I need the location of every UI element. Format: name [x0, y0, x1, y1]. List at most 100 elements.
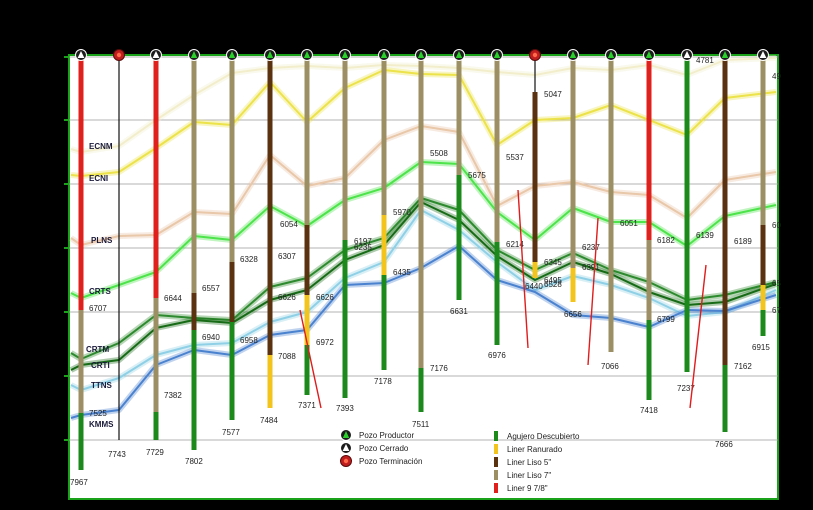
well-depth-label: 6054	[280, 220, 298, 229]
well-6: 6307 7088 7484	[260, 49, 296, 425]
well-depth-label: 6235	[354, 243, 372, 252]
well-depth-label: 6644	[164, 294, 182, 303]
well-depth-label: 6435	[393, 268, 411, 277]
well-depth-label: 65	[772, 279, 781, 288]
legend: Pozo Productor Pozo Cerrado Pozo Terminaci…	[340, 429, 580, 493]
horizon-line-ecni	[70, 69, 777, 177]
well-depth-label: 7802	[185, 457, 203, 466]
well-depth-label: 7577	[222, 428, 240, 437]
well-depth-label: 6328	[240, 255, 258, 264]
well-12: 5537 6214 6976	[488, 49, 524, 360]
well-depth-label: 6189	[734, 237, 752, 246]
well-status-icon	[301, 49, 313, 61]
well-depth-label: 6197	[354, 237, 372, 246]
horizon-line-kmms	[70, 245, 777, 419]
fault-line	[517, 189, 529, 349]
horizon-label-crtm: CRTM	[86, 345, 109, 354]
well-status-icon	[567, 49, 579, 61]
well-depth-label: 7176	[430, 364, 448, 373]
well-depth-label: 7525	[89, 409, 107, 418]
well-depth-label: 7393	[336, 404, 354, 413]
well-depth-label: 7418	[640, 406, 658, 415]
well-depth-label: 6626	[278, 293, 296, 302]
well-depth-label: 5675	[468, 171, 486, 180]
horizon-line-plns	[70, 125, 777, 246]
well-status-icon	[605, 49, 617, 61]
well-2: 7743	[108, 49, 126, 459]
well-depth-label: 6972	[316, 338, 334, 347]
well-depth-label: 7511	[412, 420, 430, 429]
well-5: 6328 6958 7577	[222, 49, 258, 437]
legend-status-label: Pozo Cerrado	[359, 444, 409, 453]
well-status-icon	[719, 49, 731, 61]
well-depth-label: 7967	[70, 478, 88, 487]
well-status-icon	[188, 49, 200, 61]
well-status-icon	[529, 49, 541, 61]
fault-line	[299, 309, 322, 409]
well-depth-label: 7371	[298, 401, 316, 410]
well-status-icon	[75, 49, 87, 61]
well-status-icon	[226, 49, 238, 61]
well-status-icon	[113, 49, 125, 61]
legend-completion-label: Agujero Descubierto	[507, 432, 580, 441]
well-depth-label: 6915	[752, 343, 770, 352]
faults	[299, 189, 707, 409]
well-depth-label: 5508	[430, 149, 448, 158]
well-depth-label: 6799	[657, 315, 675, 324]
fault-line	[587, 217, 599, 366]
horizon-label-ecni: ECNI	[89, 174, 108, 183]
well-depth-label: 5970	[393, 208, 411, 217]
well-depth-label: 6958	[240, 336, 258, 345]
well-4: 6557 6940 7802	[185, 49, 220, 466]
legend-swatch-tan	[494, 470, 498, 480]
well-status-icon	[150, 49, 162, 61]
well-status-icon	[264, 49, 276, 61]
well-status-icon	[339, 49, 351, 61]
well-status-icon	[643, 49, 655, 61]
well-7: 6054 6626 7371	[278, 49, 316, 410]
well-14: 6237 6391 6656	[564, 49, 600, 319]
horizon-line-crtm	[70, 197, 777, 360]
well-3: 6644 7382 7729	[146, 49, 182, 457]
well-depth-label: 6940	[202, 333, 220, 342]
well-18: 6189 7162 7666	[715, 49, 752, 449]
horizon-label-plns: PLNS	[91, 236, 113, 245]
well-status-icon	[491, 49, 503, 61]
well-depth-label: 7666	[715, 440, 733, 449]
well-depth-label: 6528	[544, 280, 562, 289]
legend-status-label: Pozo Terminación	[359, 457, 422, 466]
well-depth-label: 7237	[677, 384, 695, 393]
well-depth-label: 6626	[316, 293, 334, 302]
well-depth-label: 6345	[544, 258, 562, 267]
well-depth-label: 6976	[488, 351, 506, 360]
well-status-icon	[378, 49, 390, 61]
legend-swatch-green	[494, 431, 498, 441]
legend-completion-label: Liner Liso 5"	[507, 458, 551, 467]
well-depth-label: 6139	[696, 231, 714, 240]
horizon-line-ttns	[70, 209, 777, 391]
well-depth-label: 6391	[582, 263, 600, 272]
well-depth-label: 6656	[564, 310, 582, 319]
well-depth-label: 7484	[260, 416, 278, 425]
well-depth-label: 5537	[506, 153, 524, 162]
horizon-line-crti	[70, 201, 777, 371]
legend-completion-label: Liner 9 7/8"	[507, 484, 548, 493]
horizon-labels: ECNM ECNI PLNS CRTS CRTM CRTI TTNS KMMS	[86, 142, 114, 429]
well-depth-label: 67	[772, 306, 781, 315]
horizon-label-ecnm: ECNM	[89, 142, 113, 151]
well-depth-label: 7382	[164, 391, 182, 400]
horizon-label-crti: CRTI	[91, 361, 110, 370]
well-depth-label: 6707	[89, 304, 107, 313]
well-depth-label: 6440	[525, 282, 543, 291]
well-depth-label: 6495	[544, 276, 562, 285]
well-depth-label: 4781	[696, 56, 714, 65]
horizon-lines	[69, 55, 778, 421]
well-depth-label: 6051	[620, 219, 638, 228]
well-16: 6182 6799 7418	[640, 49, 675, 415]
legend-swatch-brown	[494, 457, 498, 467]
horizon-line-crts	[70, 161, 777, 299]
